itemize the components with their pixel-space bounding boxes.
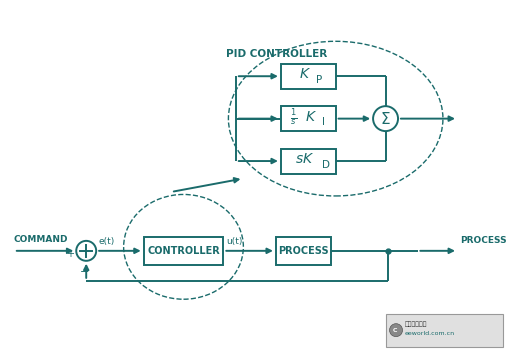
Bar <box>281 106 336 131</box>
Text: $\mathsf{I}$: $\mathsf{I}$ <box>321 115 325 127</box>
Circle shape <box>76 241 96 261</box>
Text: PROCESS: PROCESS <box>278 246 329 256</box>
Text: $\Sigma$: $\Sigma$ <box>380 111 391 127</box>
Bar <box>276 237 331 265</box>
Text: $\mathsf{D}$: $\mathsf{D}$ <box>321 158 331 170</box>
Bar <box>144 237 223 265</box>
Circle shape <box>390 324 403 337</box>
Bar <box>281 149 336 174</box>
Text: $K$: $K$ <box>299 67 311 81</box>
Text: PROCESS: PROCESS <box>460 236 507 245</box>
Text: C: C <box>393 328 397 333</box>
Text: CONTROLLER: CONTROLLER <box>147 246 220 256</box>
Circle shape <box>373 106 398 131</box>
Text: $K$: $K$ <box>305 109 317 124</box>
Text: COMMAND: COMMAND <box>14 235 69 244</box>
Text: eeworld.com.cn: eeworld.com.cn <box>404 331 455 336</box>
Bar <box>386 314 503 347</box>
Text: $sK$: $sK$ <box>295 152 315 166</box>
Text: PID CONTROLLER: PID CONTROLLER <box>226 49 327 59</box>
Text: u(t): u(t) <box>226 237 242 246</box>
Text: +: + <box>66 249 74 259</box>
Text: 电子工程世界: 电子工程世界 <box>404 322 427 327</box>
Text: −: − <box>79 267 89 277</box>
Text: $\mathsf{P}$: $\mathsf{P}$ <box>315 73 323 85</box>
Text: $\frac{1}{s}$: $\frac{1}{s}$ <box>290 107 297 128</box>
Bar <box>281 64 336 89</box>
Text: e(t): e(t) <box>99 237 115 246</box>
